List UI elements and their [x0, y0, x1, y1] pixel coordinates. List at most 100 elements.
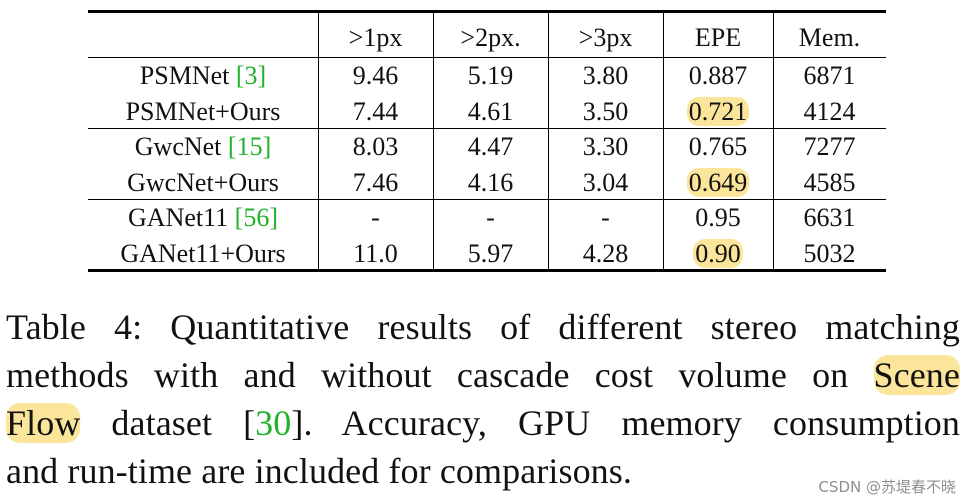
caption-line-3: Flow dataset [30]. Accuracy, GPU memory …: [6, 399, 960, 447]
epe-cell: 0.721: [663, 94, 773, 130]
method-name: GANet11: [128, 203, 235, 232]
mem-value: 6631: [803, 203, 856, 232]
c3-cell: 3.50: [548, 94, 663, 130]
method-cell: GANet11+Ours: [88, 236, 318, 272]
c1-value: 9.46: [352, 61, 399, 90]
c3-cell: 3.30: [548, 129, 663, 165]
epe-value: 0.90: [693, 238, 743, 268]
table-row: PSMNet [3] 9.46 5.19 3.80 0.887 6871: [88, 58, 886, 94]
table-row: GANet11+Ours 11.0 5.97 4.28 0.90 5032: [88, 236, 886, 272]
header-mem: Mem.: [798, 23, 861, 53]
epe-value: 0.765: [688, 132, 748, 161]
table-bottom-rule: [88, 269, 886, 272]
method-cell: GwcNet+Ours: [88, 165, 318, 201]
epe-value: 0.649: [686, 167, 750, 197]
c1-value: 11.0: [353, 238, 398, 268]
vertical-rule-5: [773, 13, 774, 270]
method-cell: PSMNet+Ours: [88, 94, 318, 130]
citation-link[interactable]: [3]: [235, 61, 267, 90]
c3-value: 4.28: [582, 238, 629, 268]
caption-text: dataset [: [80, 403, 256, 443]
vertical-rule-4: [663, 13, 664, 270]
c2-value: 4.16: [467, 167, 514, 197]
table-caption: Table 4: Quantitative results of differe…: [6, 303, 960, 495]
vertical-rule-3: [548, 13, 549, 270]
table-row: PSMNet+Ours 7.44 4.61 3.50 0.721 4124: [88, 94, 886, 130]
header-rule: [88, 57, 886, 58]
c1-cell: 11.0: [318, 236, 433, 272]
epe-value: 0.887: [688, 61, 748, 90]
c1-value: -: [371, 203, 380, 232]
mem-cell: 6871: [773, 58, 886, 94]
c1-cell: -: [318, 200, 433, 236]
c3-value: 3.04: [582, 167, 629, 197]
method-cell: PSMNet [3]: [88, 58, 318, 94]
c3-value: 3.80: [582, 61, 629, 90]
mem-value: 4124: [803, 96, 856, 126]
c2-value: 5.19: [467, 61, 514, 90]
table-row: GwcNet [15] 8.03 4.47 3.30 0.765 7277: [88, 129, 886, 165]
c2-cell: -: [433, 200, 548, 236]
group-rule-1: [88, 128, 886, 129]
method-cell: GANet11 [56]: [88, 200, 318, 236]
method-name: GANet11+Ours: [120, 238, 286, 268]
c3-cell: 4.28: [548, 236, 663, 272]
c2-value: -: [486, 203, 495, 232]
c1-cell: 7.44: [318, 94, 433, 130]
citation-link[interactable]: [56]: [234, 203, 278, 232]
dataset-highlight: Flow: [6, 403, 81, 443]
mem-cell: 4124: [773, 94, 886, 130]
caption-text: ]. Accuracy, GPU memory consumption: [291, 403, 960, 443]
header-epe: EPE: [694, 23, 742, 53]
caption-line-1: Table 4: Quantitative results of differe…: [6, 307, 960, 347]
method-cell: GwcNet [15]: [88, 129, 318, 165]
citation-link[interactable]: [15]: [227, 132, 272, 161]
method-name: GwcNet+Ours: [127, 167, 279, 197]
epe-cell: 0.649: [663, 165, 773, 201]
c3-value: 3.30: [582, 132, 629, 161]
c1-cell: 9.46: [318, 58, 433, 94]
c2-value: 4.61: [467, 96, 514, 126]
results-table: >1px >2px. >3px EPE Mem. PSMNet [3] 9.46 5…: [88, 18, 886, 271]
c1-cell: 7.46: [318, 165, 433, 201]
header-2px: >2px.: [460, 23, 521, 53]
c3-value: -: [601, 203, 610, 232]
method-name: GwcNet: [134, 132, 228, 161]
c2-cell: 5.97: [433, 236, 548, 272]
mem-cell: 4585: [773, 165, 886, 201]
epe-cell: 0.90: [663, 236, 773, 272]
c3-cell: 3.04: [548, 165, 663, 201]
c2-cell: 4.47: [433, 129, 548, 165]
mem-value: 6871: [803, 61, 856, 90]
table-row: GANet11 [56] - - - 0.95 6631: [88, 200, 886, 236]
c3-cell: 3.80: [548, 58, 663, 94]
epe-cell: 0.95: [663, 200, 773, 236]
c3-cell: -: [548, 200, 663, 236]
c1-value: 7.44: [352, 96, 399, 126]
c2-cell: 4.61: [433, 94, 548, 130]
mem-cell: 7277: [773, 129, 886, 165]
watermark: CSDN @苏堤春不晓: [818, 478, 956, 496]
header-row: >1px >2px. >3px EPE Mem.: [88, 18, 886, 58]
citation-link[interactable]: 30: [255, 403, 292, 443]
method-name: PSMNet: [139, 61, 236, 90]
caption-line-2: methods with and without cascade cost vo…: [6, 351, 960, 399]
mem-cell: 5032: [773, 236, 886, 272]
epe-cell: 0.765: [663, 129, 773, 165]
epe-cell: 0.887: [663, 58, 773, 94]
c2-value: 4.47: [467, 132, 514, 161]
epe-value: 0.721: [686, 96, 750, 126]
method-name: PSMNet+Ours: [125, 96, 281, 126]
mem-value: 5032: [803, 238, 856, 268]
c1-value: 7.46: [352, 167, 399, 197]
vertical-rule-2: [433, 13, 434, 270]
c2-value: 5.97: [467, 238, 514, 268]
dataset-highlight: Scene: [873, 355, 960, 395]
header-3px: >3px: [578, 23, 633, 53]
caption-line-4: and run-time are included for comparison…: [6, 451, 632, 491]
vertical-rule-1: [318, 13, 319, 270]
mem-value: 7277: [803, 132, 856, 161]
mem-cell: 6631: [773, 200, 886, 236]
table-top-rule: [88, 10, 886, 13]
header-1px: >1px: [348, 23, 403, 53]
